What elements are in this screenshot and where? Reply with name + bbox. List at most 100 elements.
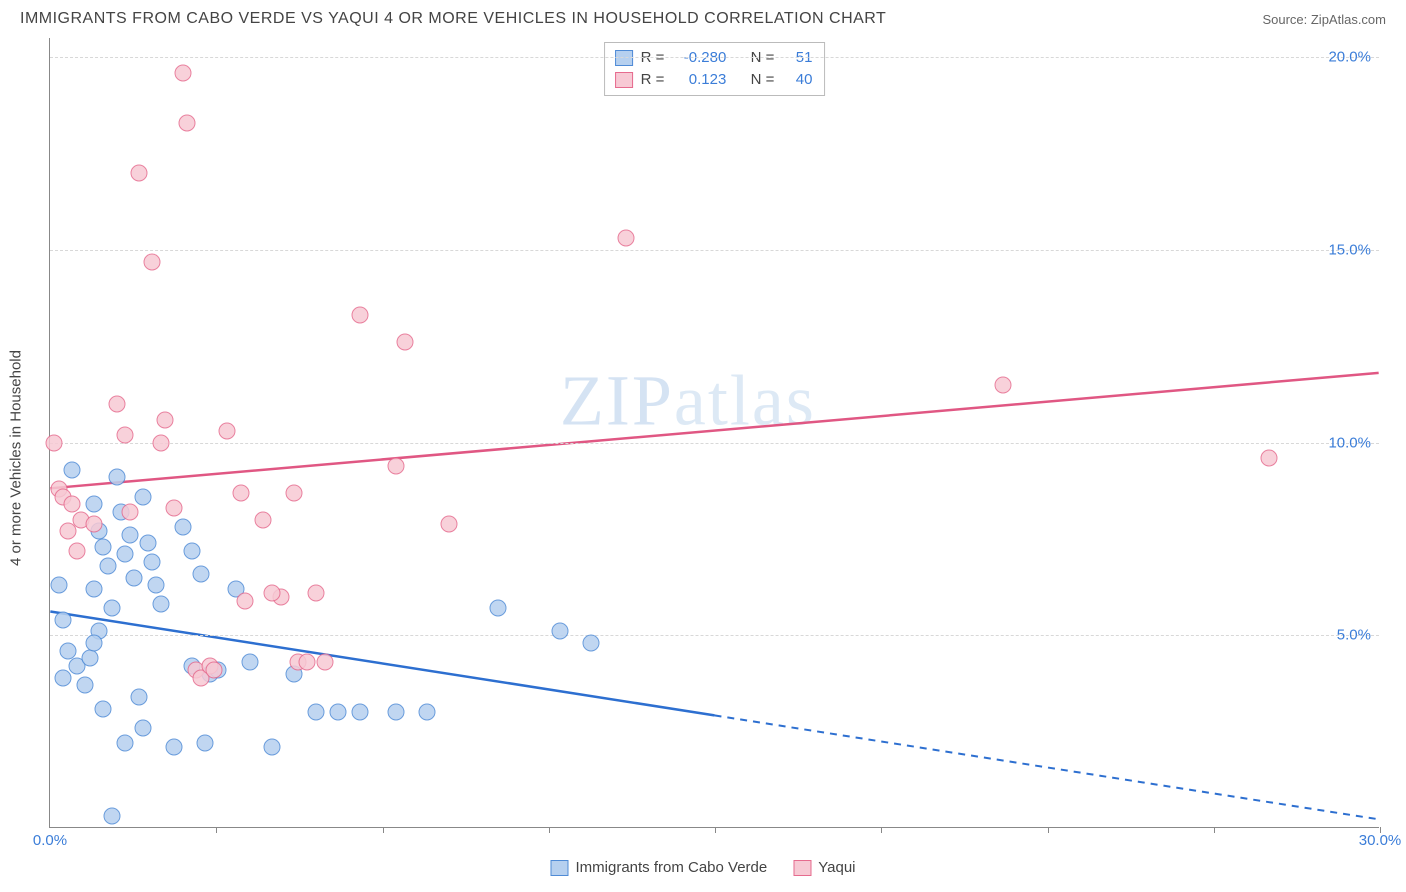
- watermark-bold: ZIP: [560, 360, 674, 440]
- data-point-cabo: [152, 596, 169, 613]
- data-point-cabo: [308, 704, 325, 721]
- data-point-cabo: [59, 642, 76, 659]
- x-tick-mark: [715, 827, 716, 833]
- legend-item-cabo: Immigrants from Cabo Verde: [550, 859, 767, 876]
- x-tick-label: 30.0%: [1359, 832, 1402, 849]
- data-point-cabo: [117, 546, 134, 563]
- data-point-yaqui: [387, 457, 404, 474]
- data-point-cabo: [50, 577, 67, 594]
- data-point-yaqui: [316, 654, 333, 671]
- gridline-h: [50, 443, 1379, 444]
- trendline-cabo: [50, 611, 714, 715]
- legend-item-yaqui: Yaqui: [793, 859, 855, 876]
- x-tick-label: 0.0%: [33, 832, 67, 849]
- legend: Immigrants from Cabo Verde Yaqui: [550, 859, 855, 876]
- data-point-yaqui: [64, 496, 81, 513]
- gridline-h: [50, 250, 1379, 251]
- data-point-cabo: [582, 635, 599, 652]
- legend-label-cabo: Immigrants from Cabo Verde: [575, 859, 767, 876]
- data-point-cabo: [130, 688, 147, 705]
- data-point-yaqui: [441, 515, 458, 532]
- data-point-yaqui: [117, 426, 134, 443]
- data-point-cabo: [135, 719, 152, 736]
- legend-swatch-cabo: [550, 860, 568, 876]
- data-point-cabo: [95, 700, 112, 717]
- legend-swatch-yaqui: [793, 860, 811, 876]
- data-point-yaqui: [352, 307, 369, 324]
- data-point-cabo: [387, 704, 404, 721]
- data-point-cabo: [183, 542, 200, 559]
- x-tick-mark: [216, 827, 217, 833]
- r-value-yaqui: 0.123: [672, 69, 726, 91]
- gridline-h: [50, 635, 1379, 636]
- data-point-cabo: [55, 611, 72, 628]
- data-point-yaqui: [995, 376, 1012, 393]
- data-point-yaqui: [46, 434, 63, 451]
- x-tick-mark: [1048, 827, 1049, 833]
- data-point-yaqui: [143, 253, 160, 270]
- data-point-cabo: [330, 704, 347, 721]
- data-point-yaqui: [179, 114, 196, 131]
- data-point-yaqui: [108, 396, 125, 413]
- source-attribution: Source: ZipAtlas.com: [1262, 12, 1386, 27]
- data-point-yaqui: [157, 411, 174, 428]
- data-point-cabo: [263, 739, 280, 756]
- trendline-yaqui: [50, 373, 1378, 488]
- data-point-yaqui: [254, 511, 271, 528]
- data-point-cabo: [143, 554, 160, 571]
- data-point-cabo: [192, 565, 209, 582]
- stats-swatch-yaqui: [615, 72, 633, 88]
- data-point-yaqui: [152, 434, 169, 451]
- header: IMMIGRANTS FROM CABO VERDE VS YAQUI 4 OR…: [0, 0, 1406, 34]
- n-value-yaqui: 40: [782, 69, 812, 91]
- data-point-cabo: [166, 739, 183, 756]
- r-label: R =: [641, 69, 665, 91]
- legend-label-yaqui: Yaqui: [818, 859, 855, 876]
- data-point-cabo: [86, 496, 103, 513]
- data-point-yaqui: [396, 334, 413, 351]
- data-point-cabo: [489, 600, 506, 617]
- data-point-cabo: [175, 519, 192, 536]
- data-point-cabo: [81, 650, 98, 667]
- source-prefix: Source:: [1262, 12, 1310, 27]
- watermark: ZIPatlas: [560, 359, 816, 442]
- data-point-cabo: [551, 623, 568, 640]
- trendlines-svg: [50, 38, 1379, 827]
- x-tick-mark: [549, 827, 550, 833]
- data-point-cabo: [241, 654, 258, 671]
- data-point-yaqui: [263, 584, 280, 601]
- data-point-cabo: [108, 469, 125, 486]
- stats-row-yaqui: R = 0.123 N = 40: [615, 69, 813, 91]
- data-point-cabo: [352, 704, 369, 721]
- data-point-yaqui: [166, 500, 183, 517]
- data-point-yaqui: [237, 592, 254, 609]
- gridline-h: [50, 57, 1379, 58]
- data-point-yaqui: [618, 230, 635, 247]
- data-point-cabo: [64, 461, 81, 478]
- watermark-thin: atlas: [674, 360, 816, 440]
- data-point-yaqui: [121, 504, 138, 521]
- x-tick-mark: [881, 827, 882, 833]
- data-point-cabo: [86, 635, 103, 652]
- data-point-cabo: [197, 735, 214, 752]
- data-point-yaqui: [308, 584, 325, 601]
- x-tick-mark: [1380, 827, 1381, 833]
- source-name: ZipAtlas.com: [1311, 12, 1386, 27]
- data-point-yaqui: [285, 484, 302, 501]
- data-point-cabo: [104, 600, 121, 617]
- data-point-cabo: [86, 581, 103, 598]
- data-point-yaqui: [299, 654, 316, 671]
- data-point-cabo: [77, 677, 94, 694]
- x-tick-mark: [1214, 827, 1215, 833]
- data-point-cabo: [121, 527, 138, 544]
- y-axis-label: 4 or more Vehicles in Household: [8, 350, 25, 566]
- trendline-dashed-cabo: [715, 715, 1379, 819]
- chart-container: 4 or more Vehicles in Household ZIPatlas…: [0, 34, 1406, 882]
- data-point-yaqui: [86, 515, 103, 532]
- data-point-cabo: [148, 577, 165, 594]
- n-label: N =: [751, 69, 775, 91]
- data-point-yaqui: [206, 662, 223, 679]
- data-point-cabo: [139, 534, 156, 551]
- data-point-cabo: [126, 569, 143, 586]
- chart-title: IMMIGRANTS FROM CABO VERDE VS YAQUI 4 OR…: [20, 10, 886, 28]
